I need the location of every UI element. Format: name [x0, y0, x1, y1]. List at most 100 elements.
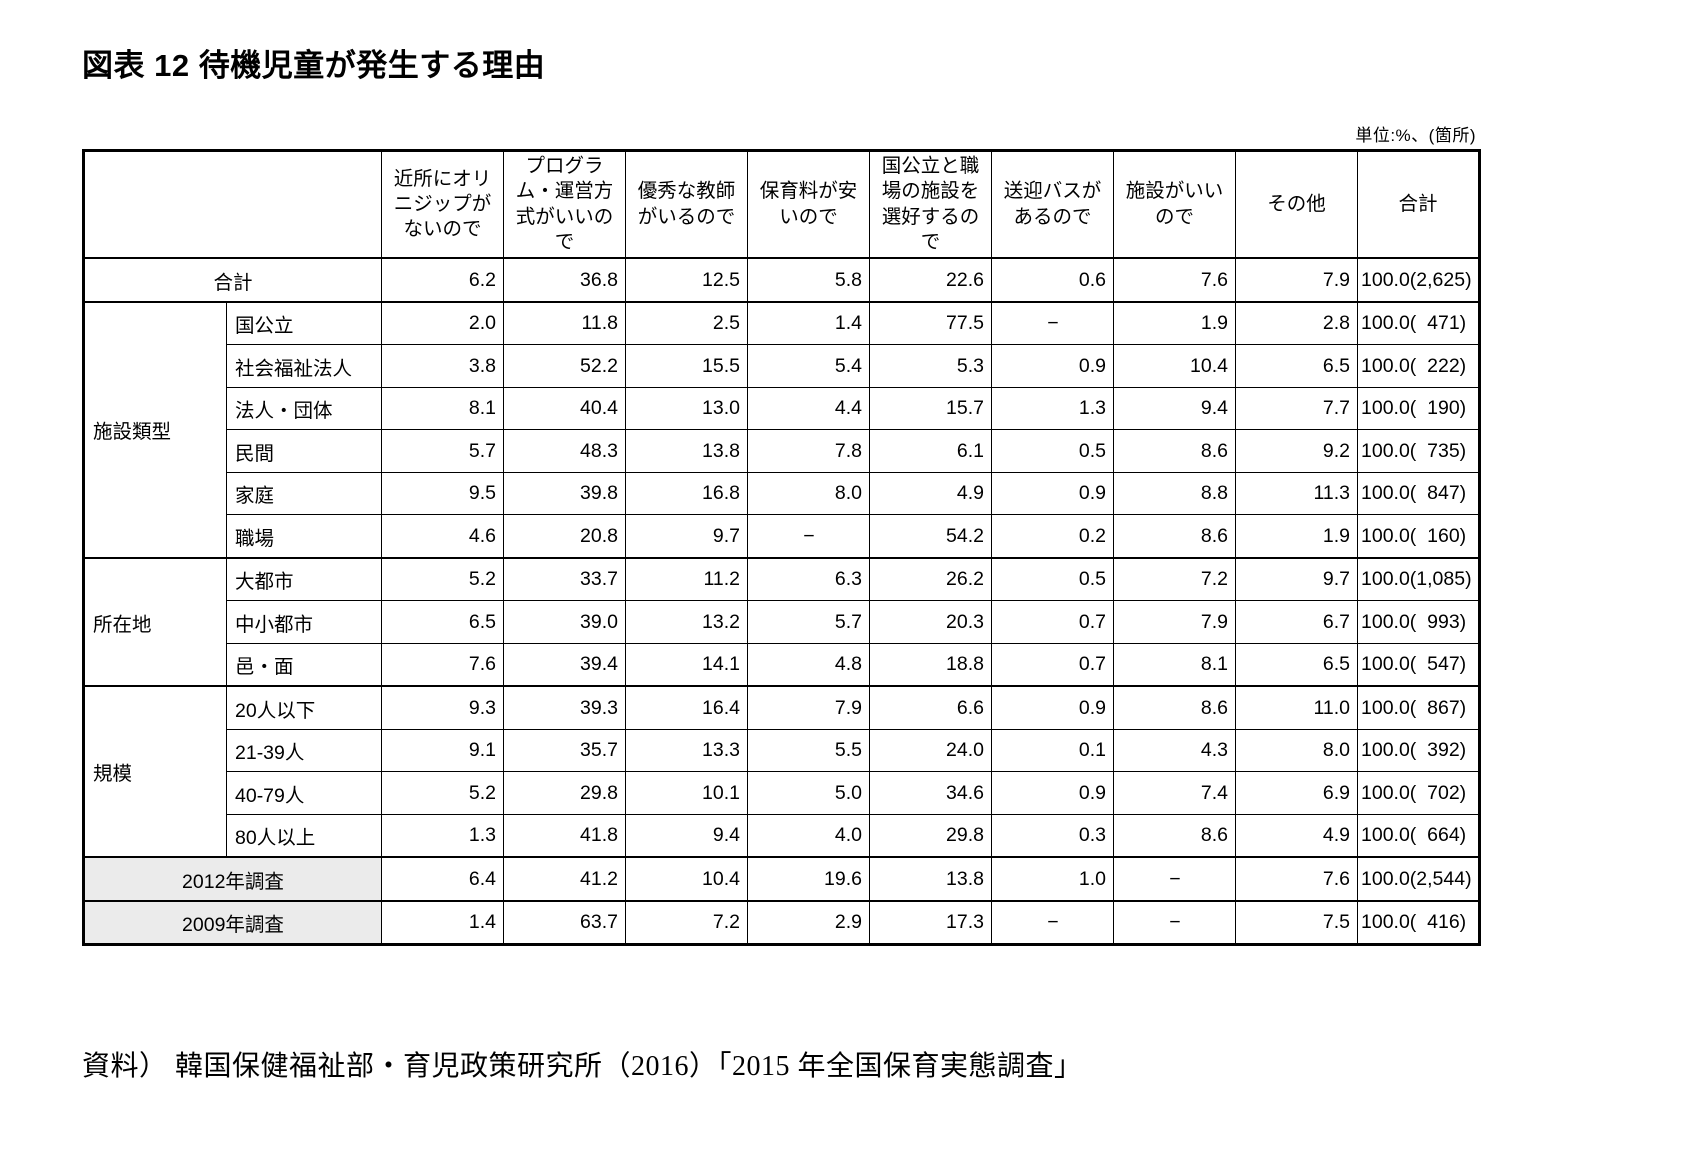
table-cell: 14.1 [625, 642, 748, 687]
table-cell: 13.2 [625, 600, 748, 644]
table-cell: 100.0( 664) [1357, 813, 1480, 858]
table-cell: 13.8 [869, 856, 992, 902]
header-row: 近所にオリニジップがないので プログラム・運営方式がいいので 優秀な教師がいるので保… [83, 150, 1480, 260]
table-cell: 15.7 [869, 386, 992, 431]
column-header: 優秀な教師がいるので [625, 150, 748, 260]
table-cell: 48.3 [503, 429, 626, 473]
table-cell: 5.7 [747, 600, 870, 644]
table-cell: 18.8 [869, 642, 992, 687]
table-cell: 11.2 [625, 556, 748, 602]
table-cell: 7.6 [1113, 257, 1236, 303]
table-row: 施設類型 国公立 2.0 11.8 2.5 1.4 77.5−1.9 2.8 100.0( 47… [83, 300, 1480, 559]
table-cell: 7.9 [747, 685, 870, 730]
table-row: 職場 4.6 20.8 9.7−54.2 0.2 8.6 1.9 100.0( 160) [84, 514, 1480, 559]
table-cell: 4.6 [381, 514, 504, 559]
column-header: その他 [1235, 150, 1358, 260]
table-cell: 6.5 [1235, 344, 1358, 388]
table-cell: 6.6 [869, 685, 992, 730]
table-cell: 11.3 [1235, 471, 1358, 516]
table-cell: 7.9 [1113, 600, 1236, 644]
table-row: 中小都市 6.5 39.0 13.2 5.7 20.3 0.7 7.9 6.7 100.0( 99… [84, 600, 1480, 644]
table-cell: 8.1 [381, 386, 504, 431]
table-row: 民間 5.7 48.3 13.8 7.8 6.1 0.5 8.6 9.2 100.0( 735) [84, 429, 1480, 473]
table-cell: 29.8 [503, 771, 626, 815]
table-cell: 63.7 [503, 899, 626, 946]
row-label: 法人・団体 [226, 386, 382, 431]
table-cell: 100.0( 416) [1357, 899, 1480, 946]
table-row: 社会福祉法人 3.8 52.2 15.5 5.4 5.3 0.9 10.4 6.5 100.0( … [84, 344, 1480, 388]
table-cell: 8.1 [1113, 642, 1236, 687]
table-cell: 7.2 [1113, 556, 1236, 602]
table-cell: 100.0( 702) [1357, 771, 1480, 815]
table-cell: 1.9 [1113, 300, 1236, 346]
table-container: 単位:%、(箇所) 近所にオリニジップがないので プログラム・運営方式がいいので優… [82, 121, 1481, 947]
table-cell: 20.8 [503, 514, 626, 559]
column-header: 送迎バスがあるので [991, 150, 1114, 260]
table-cell: 16.8 [625, 471, 748, 516]
table-cell: − [991, 300, 1114, 346]
table-cell: 4.9 [1235, 813, 1358, 858]
column-header: 国公立と職場の施設を選好するので [869, 150, 992, 260]
row-label: 国公立 [226, 300, 382, 346]
table-cell: 24.0 [869, 728, 992, 773]
column-header: 保育料が安いので [747, 150, 870, 260]
table-cell: 33.7 [503, 556, 626, 602]
table-row: 家庭 9.5 39.8 16.8 8.0 4.9 0.9 8.8 11.3 100.0( 847) [84, 471, 1480, 516]
table-cell: 7.9 [1235, 257, 1358, 303]
table-cell: 0.5 [991, 429, 1114, 473]
table-cell: − [1113, 899, 1236, 946]
table-cell: 0.6 [991, 257, 1114, 303]
row-label: 家庭 [226, 471, 382, 516]
table-row: 所在地 大都市 5.2 33.7 11.2 6.3 26.2 0.5 7.2 9.7 100.0(1… [83, 556, 1480, 687]
row-label: 20人以下 [226, 685, 382, 730]
table-cell: − [747, 514, 870, 559]
table-cell: 19.6 [747, 856, 870, 902]
table-cell: 100.0( 392) [1357, 728, 1480, 773]
table-cell: 5.2 [381, 556, 504, 602]
row-group-label: 規模 [83, 685, 227, 858]
table-cell: 6.5 [1235, 642, 1358, 687]
table-cell: 6.5 [381, 600, 504, 644]
table-cell: 9.5 [381, 471, 504, 516]
table-cell: 1.9 [1235, 514, 1358, 559]
column-header: プログラム・運営方式がいいので [503, 150, 626, 260]
table-cell: 7.2 [625, 899, 748, 946]
row-label: 2009年調査 [83, 899, 382, 946]
table-cell: 0.1 [991, 728, 1114, 773]
table-cell: 100.0( 471) [1357, 300, 1480, 346]
table-cell: 9.2 [1235, 429, 1358, 473]
table-cell: − [1113, 856, 1236, 902]
table-cell: 8.0 [747, 471, 870, 516]
table-cell: 13.0 [625, 386, 748, 431]
table-row: 規模 20人以下 9.3 39.3 16.4 7.9 6.6 0.9 8.6 11.0 100.0(… [83, 685, 1480, 858]
table-cell: 11.8 [503, 300, 626, 346]
table-cell: 4.4 [747, 386, 870, 431]
table-body: 合計 6.2 36.8 12.5 5.8 22.6 0.6 7.6 7.9 100.0(2,625… [83, 257, 1480, 946]
row-label: 40-79人 [226, 771, 382, 815]
table-cell: 5.5 [747, 728, 870, 773]
table-cell: 5.8 [747, 257, 870, 303]
table-cell: 5.2 [381, 771, 504, 815]
table-cell: 10.1 [625, 771, 748, 815]
table-cell: 4.8 [747, 642, 870, 687]
table-cell: 16.4 [625, 685, 748, 730]
table-cell: 8.6 [1113, 685, 1236, 730]
table-row: 40-79人 5.2 29.8 10.1 5.0 34.6 0.9 7.4 6.9 100.0( … [84, 771, 1480, 815]
table-cell: 11.0 [1235, 685, 1358, 730]
table-cell: 29.8 [869, 813, 992, 858]
row-group-label: 所在地 [83, 556, 227, 687]
table-cell: 2.0 [381, 300, 504, 346]
table-cell: 34.6 [869, 771, 992, 815]
table-cell: 6.7 [1235, 600, 1358, 644]
table-cell: 5.0 [747, 771, 870, 815]
table-cell: 39.8 [503, 471, 626, 516]
table-cell: 52.2 [503, 344, 626, 388]
table-cell: 8.8 [1113, 471, 1236, 516]
row-label: 合計 [83, 257, 382, 303]
table-cell: 36.8 [503, 257, 626, 303]
table-cell: 4.9 [869, 471, 992, 516]
row-label: 民間 [226, 429, 382, 473]
table-cell: 8.6 [1113, 429, 1236, 473]
table-cell: 20.3 [869, 600, 992, 644]
table-cell: 6.4 [381, 856, 504, 902]
